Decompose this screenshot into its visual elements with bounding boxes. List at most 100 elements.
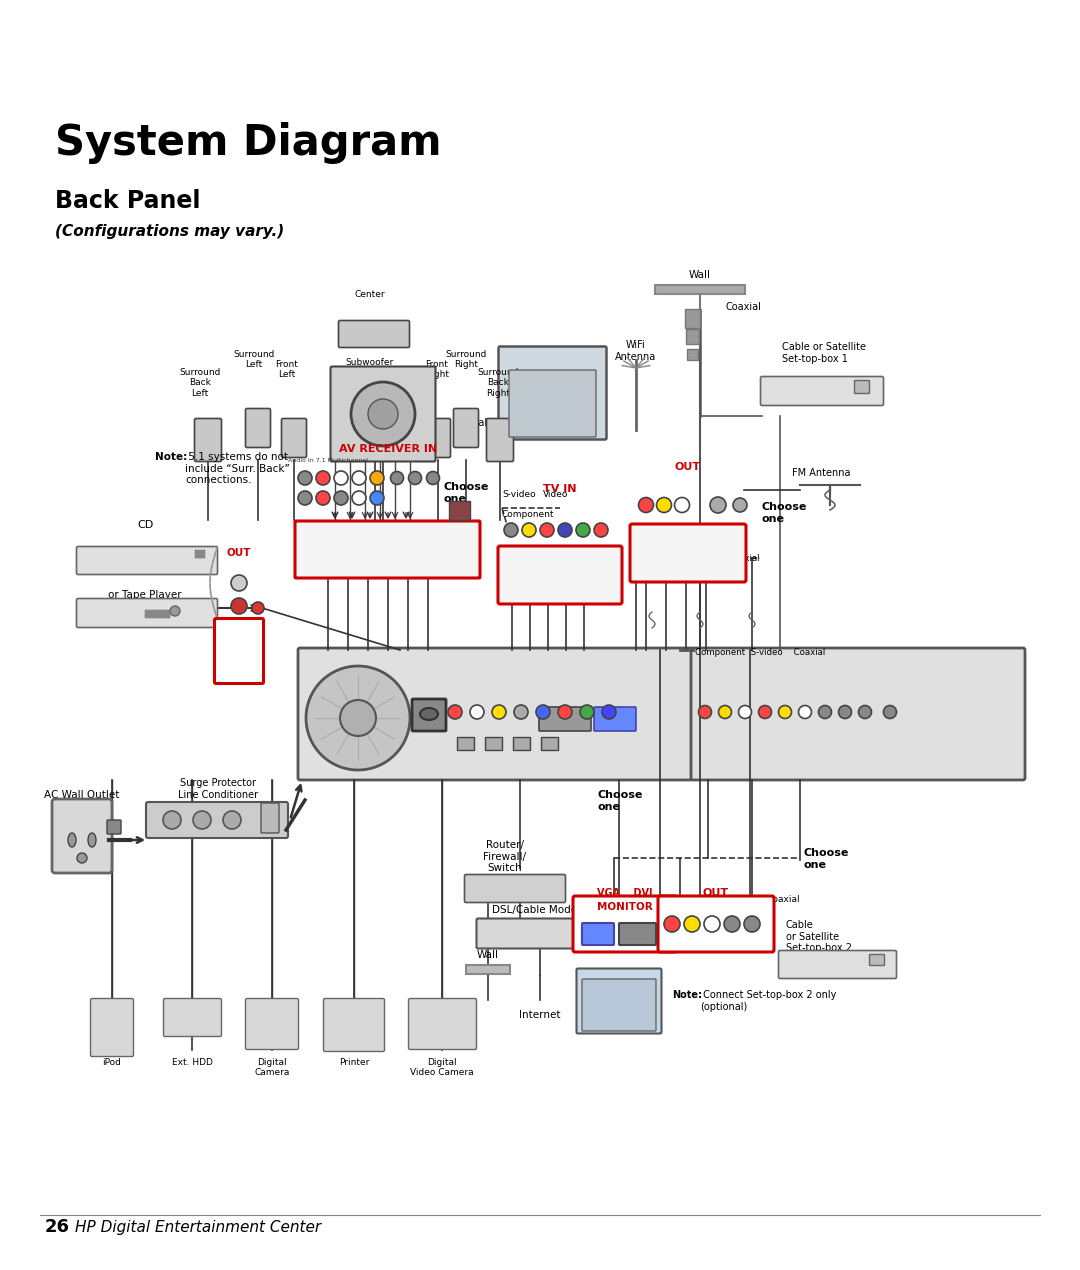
- Text: Surround
Right: Surround Right: [445, 351, 487, 370]
- FancyBboxPatch shape: [582, 923, 615, 945]
- Circle shape: [859, 706, 872, 719]
- Circle shape: [819, 706, 832, 719]
- Circle shape: [352, 491, 366, 505]
- Text: Audio In 7.1 Multichannel: Audio In 7.1 Multichannel: [288, 458, 368, 464]
- Text: CD: CD: [137, 519, 153, 530]
- FancyBboxPatch shape: [594, 707, 636, 732]
- Text: Choose
one: Choose one: [804, 848, 849, 870]
- FancyBboxPatch shape: [687, 329, 700, 344]
- Circle shape: [638, 498, 653, 513]
- Text: Digital
Camera: Digital Camera: [254, 1058, 289, 1077]
- Circle shape: [602, 705, 616, 719]
- Circle shape: [408, 471, 421, 484]
- Text: HP Digital Entertainment Center: HP Digital Entertainment Center: [75, 1220, 321, 1234]
- Text: Cable or Satellite
Set-top-box 1: Cable or Satellite Set-top-box 1: [782, 342, 866, 363]
- Text: Component: Component: [502, 511, 554, 519]
- Circle shape: [657, 498, 672, 513]
- Circle shape: [504, 523, 518, 537]
- FancyBboxPatch shape: [298, 648, 692, 780]
- FancyBboxPatch shape: [215, 618, 264, 683]
- FancyBboxPatch shape: [324, 998, 384, 1052]
- Text: Wall: Wall: [477, 950, 499, 960]
- Text: Component  S-video   Coaxial: Component S-video Coaxial: [632, 554, 759, 563]
- Text: MONITOR: MONITOR: [597, 902, 653, 912]
- Text: Digital
Video Camera: Digital Video Camera: [410, 1058, 474, 1077]
- Circle shape: [514, 705, 528, 719]
- Text: Surround
Back
Right: Surround Back Right: [477, 368, 518, 398]
- Circle shape: [231, 598, 247, 613]
- Circle shape: [340, 700, 376, 737]
- FancyBboxPatch shape: [513, 738, 530, 751]
- Text: OUT: OUT: [703, 888, 729, 898]
- FancyBboxPatch shape: [654, 284, 745, 293]
- Circle shape: [334, 471, 348, 485]
- Circle shape: [193, 812, 211, 829]
- Circle shape: [252, 602, 264, 613]
- FancyBboxPatch shape: [426, 419, 450, 457]
- Text: FM Antenna: FM Antenna: [792, 469, 851, 478]
- Text: Internet: Internet: [519, 1010, 561, 1020]
- Circle shape: [77, 853, 87, 864]
- Text: Note:: Note:: [156, 452, 187, 462]
- FancyBboxPatch shape: [509, 370, 596, 437]
- FancyBboxPatch shape: [77, 546, 217, 574]
- Circle shape: [675, 498, 689, 513]
- FancyBboxPatch shape: [338, 320, 409, 348]
- Text: Subwoofer: Subwoofer: [346, 358, 394, 367]
- FancyBboxPatch shape: [630, 525, 746, 582]
- FancyBboxPatch shape: [245, 998, 298, 1049]
- FancyBboxPatch shape: [499, 347, 607, 439]
- Circle shape: [758, 706, 771, 719]
- Circle shape: [334, 491, 348, 505]
- Text: AC Wall Outlet: AC Wall Outlet: [44, 790, 120, 800]
- Circle shape: [427, 471, 440, 484]
- FancyBboxPatch shape: [619, 923, 656, 945]
- Text: 5.1 systems do not
include “Surr. Back”
connections.: 5.1 systems do not include “Surr. Back” …: [185, 452, 289, 485]
- FancyBboxPatch shape: [91, 998, 134, 1057]
- Text: Front
Right: Front Right: [426, 359, 449, 380]
- Text: Choose
one: Choose one: [444, 483, 489, 504]
- Text: 26: 26: [45, 1218, 70, 1236]
- Text: Component  S-video     Coaxial: Component S-video Coaxial: [660, 895, 799, 904]
- FancyBboxPatch shape: [686, 310, 701, 329]
- FancyBboxPatch shape: [541, 738, 558, 751]
- FancyBboxPatch shape: [195, 550, 205, 558]
- Circle shape: [594, 523, 608, 537]
- Circle shape: [576, 523, 590, 537]
- Circle shape: [368, 399, 399, 429]
- Text: Center: Center: [354, 290, 386, 298]
- Text: TV IN: TV IN: [543, 484, 577, 494]
- Text: iPod: iPod: [103, 1058, 121, 1067]
- Text: S-video: S-video: [502, 490, 536, 499]
- Text: or Tape Player: or Tape Player: [108, 591, 181, 599]
- Circle shape: [536, 705, 550, 719]
- Circle shape: [684, 916, 700, 932]
- FancyBboxPatch shape: [163, 998, 221, 1036]
- Text: Front
Left: Front Left: [275, 359, 298, 380]
- FancyBboxPatch shape: [194, 419, 221, 461]
- Text: System Diagram: System Diagram: [55, 122, 442, 164]
- Text: OUT: OUT: [227, 547, 252, 558]
- Circle shape: [733, 498, 747, 512]
- Circle shape: [718, 706, 731, 719]
- Circle shape: [222, 812, 241, 829]
- Text: Surround
Back
Left: Surround Back Left: [179, 368, 220, 398]
- FancyBboxPatch shape: [498, 546, 622, 605]
- Circle shape: [298, 471, 312, 485]
- FancyBboxPatch shape: [107, 820, 121, 834]
- FancyBboxPatch shape: [688, 349, 699, 361]
- Text: Connect Set-top-box 2 only
(optional): Connect Set-top-box 2 only (optional): [700, 991, 836, 1012]
- Circle shape: [231, 575, 247, 591]
- FancyBboxPatch shape: [854, 381, 869, 394]
- FancyBboxPatch shape: [295, 521, 480, 578]
- Circle shape: [744, 916, 760, 932]
- FancyBboxPatch shape: [458, 738, 474, 751]
- Circle shape: [352, 471, 366, 485]
- FancyBboxPatch shape: [408, 998, 476, 1049]
- Text: WiFi
Antenna: WiFi Antenna: [616, 340, 657, 362]
- Circle shape: [306, 665, 410, 770]
- Circle shape: [370, 491, 384, 505]
- Circle shape: [298, 491, 312, 505]
- Ellipse shape: [420, 707, 438, 720]
- Circle shape: [351, 382, 415, 446]
